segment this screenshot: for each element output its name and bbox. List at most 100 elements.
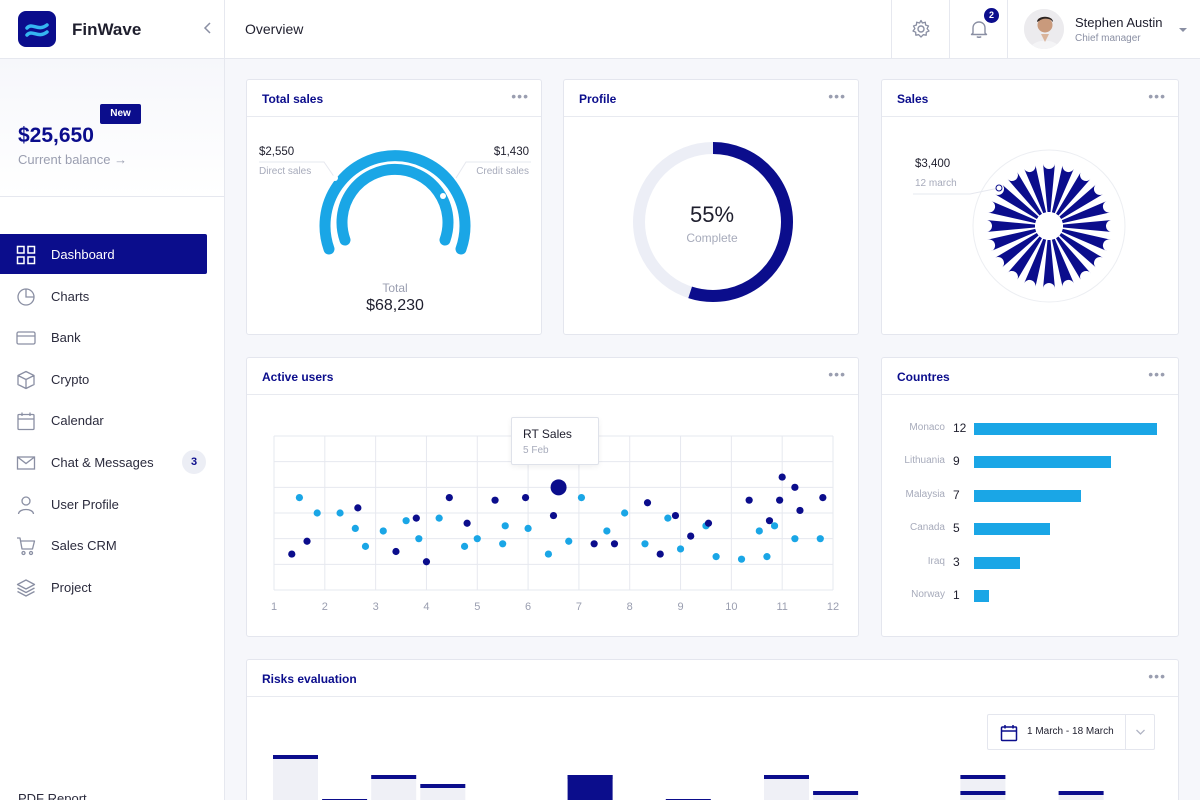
risk-bar-cap (813, 791, 859, 795)
x-tick-label: 8 (627, 601, 633, 613)
more-options-button[interactable]: ••• (511, 88, 529, 104)
radial-petal (994, 184, 1039, 219)
bell-icon (970, 21, 988, 38)
date-range-picker[interactable]: 1 March - 18 March (987, 714, 1155, 750)
sidebar-item-crypto[interactable]: Crypto (0, 359, 224, 401)
x-tick-label: 9 (677, 601, 683, 613)
unread-count-badge: 3 (182, 449, 206, 474)
radial-petal (1007, 236, 1042, 281)
scatter-point (610, 540, 619, 548)
scatter-point (544, 550, 553, 558)
sidebar-item-pdf-report[interactable]: PDF Report (18, 791, 87, 800)
sidebar-item-chat-messages[interactable]: Chat & Messages 3 (0, 442, 224, 484)
more-options-button[interactable]: ••• (1148, 668, 1166, 684)
new-badge: New (100, 104, 141, 124)
country-value: 9 (953, 454, 960, 469)
country-name: Canada (909, 522, 945, 534)
sidebar-item-charts[interactable]: Charts (0, 276, 224, 318)
country-bar (974, 423, 1157, 435)
scatter-point (336, 509, 344, 517)
more-options-button[interactable]: ••• (828, 88, 846, 104)
scatter-point (415, 535, 423, 543)
radial-petal (1051, 238, 1075, 288)
scatter-point (412, 514, 420, 522)
card-title: Profile (579, 92, 617, 106)
profile-label: Complete (686, 231, 738, 245)
radial-petal (1043, 163, 1055, 212)
country-bar (974, 556, 1020, 569)
x-tick-label: 3 (373, 601, 379, 613)
chevron-left-icon (203, 22, 211, 34)
scatter-point (295, 494, 304, 502)
scatter-point (379, 527, 387, 535)
scatter-point (303, 537, 311, 545)
user-menu[interactable]: Stephen Austin Chief manager (1007, 0, 1200, 59)
card-title: Risks evaluation (262, 672, 357, 686)
x-tick-label: 7 (576, 601, 582, 613)
scatter-point (435, 514, 443, 522)
scatter-point (392, 547, 400, 556)
sidebar-item-label: Charts (51, 288, 90, 304)
scatter-point (354, 504, 362, 512)
risk-bar-cap (960, 791, 1006, 795)
risk-bar-cap (273, 755, 318, 759)
country-value: 5 (953, 521, 960, 536)
radial-petal (986, 220, 1035, 232)
balance-panel: New $25,650 Current balance → (0, 59, 224, 197)
sidebar-item-project[interactable]: Project (0, 567, 224, 609)
scatter-point (577, 494, 586, 502)
country-name: Malaysia (905, 488, 945, 500)
scatter-point (765, 517, 774, 525)
x-tick-label: 12 (827, 601, 839, 613)
scatter-point (643, 499, 652, 507)
sidebar: New $25,650 Current balance → Dashboard … (0, 59, 225, 800)
x-tick-label: 4 (423, 601, 429, 613)
balance-amount: $25,650 (18, 124, 94, 147)
sidebar-item-calendar[interactable]: Calendar (0, 400, 224, 442)
collapse-sidebar-button[interactable] (200, 20, 216, 36)
layers-icon (16, 579, 36, 597)
country-bar (974, 590, 990, 602)
risk-bar (1058, 791, 1104, 800)
sidebar-item-user-profile[interactable]: User Profile (0, 484, 224, 526)
risk-bar (813, 791, 859, 800)
user-name: Stephen Austin (1075, 15, 1163, 30)
scatter-point (776, 496, 784, 504)
profile-percent: 55% (689, 202, 735, 227)
calendar-icon (17, 412, 35, 431)
scatter-point (737, 555, 746, 563)
scatter-point (796, 506, 804, 515)
gear-icon (912, 19, 930, 38)
more-options-button[interactable]: ••• (1148, 366, 1166, 382)
scatter-point (704, 519, 713, 527)
scatter-point (351, 524, 359, 532)
sidebar-item-label: Dashboard (51, 247, 115, 262)
settings-button[interactable] (891, 0, 949, 59)
sidebar-nav: Dashboard Charts Bank Crypto Calendar Ch… (0, 234, 224, 608)
scatter-point (499, 540, 507, 548)
inner-gauge-arc (336, 163, 454, 246)
profile-card: Profile ••• 55% Complete (563, 79, 859, 335)
sidebar-item-sales-crm[interactable]: Sales CRM (0, 525, 224, 567)
risk-bar-cap (420, 784, 466, 788)
card-title: Sales (897, 92, 929, 106)
radial-petal (1043, 240, 1055, 289)
sidebar-item-bank[interactable]: Bank (0, 317, 224, 359)
more-options-button[interactable]: ••• (1148, 88, 1166, 104)
date-range-dropdown[interactable] (1125, 715, 1155, 749)
sidebar-item-label: Sales CRM (51, 538, 117, 554)
balance-link[interactable]: Current balance → (18, 152, 128, 167)
sidebar-item-label: User Profile (51, 496, 119, 512)
scatter-point (687, 532, 695, 540)
risk-bar (567, 775, 613, 800)
scatter-point (621, 509, 629, 517)
radial-petal (987, 228, 1037, 252)
notifications-button[interactable]: 2 (949, 0, 1007, 59)
more-options-button[interactable]: ••• (828, 366, 846, 382)
scatter-point (603, 527, 611, 535)
outer-gauge-arc (319, 150, 471, 255)
sidebar-item-dashboard[interactable]: Dashboard (0, 234, 207, 274)
risk-bar-cap (960, 775, 1006, 779)
scatter-point (445, 494, 453, 502)
scatter-point (361, 542, 370, 550)
